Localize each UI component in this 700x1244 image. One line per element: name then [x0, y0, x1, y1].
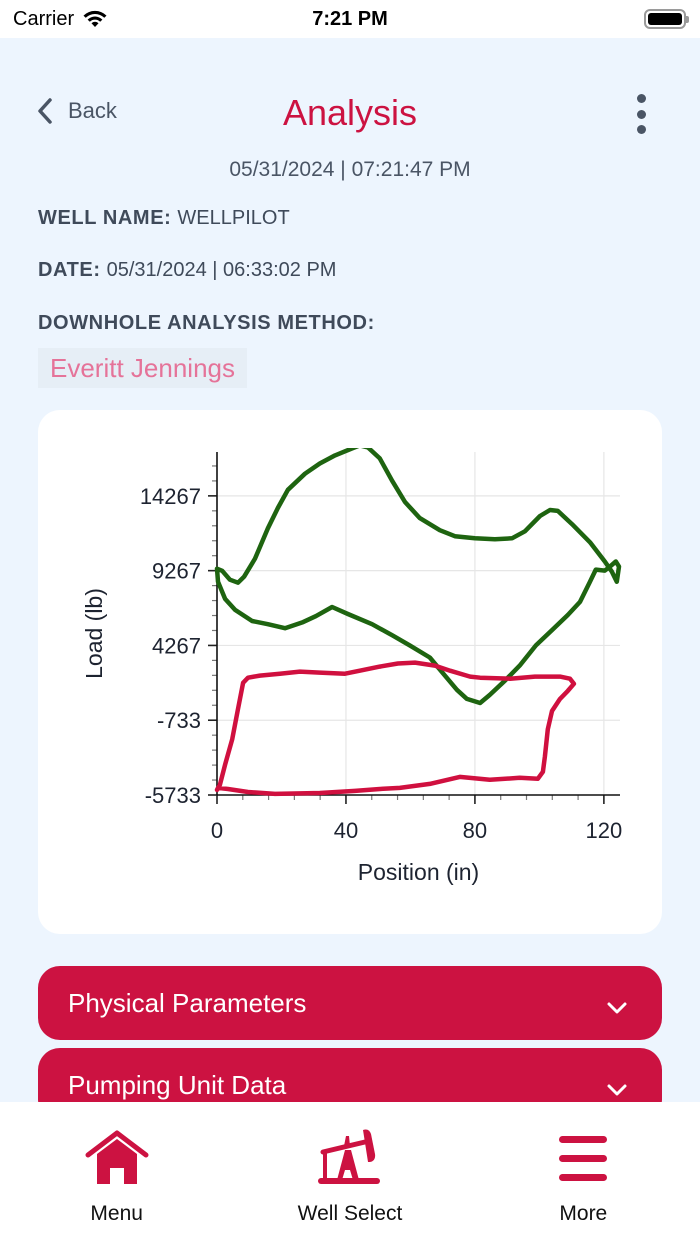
analysis-timestamp: 05/31/2024 | 07:21:47 PM — [229, 158, 471, 181]
home-icon — [85, 1130, 149, 1184]
svg-text:4267: 4267 — [152, 633, 201, 658]
accordion-label: Physical Parameters — [68, 987, 307, 1018]
well-name-value: WELLPILOT — [177, 207, 290, 229]
tab-label: Menu — [90, 1202, 143, 1225]
tab-well-select[interactable]: Well Select — [233, 1102, 466, 1244]
dynamometer-chart: -5733 -733 4267 9267 14267 0 40 80 120 Position (… — [81, 448, 623, 885]
nav-header: Back Analysis — [0, 80, 700, 148]
bottom-tab-bar: Menu Well Select More — [0, 1102, 700, 1244]
svg-text:-5733: -5733 — [145, 783, 201, 808]
status-bar: Carrier 7:21 PM — [0, 0, 700, 38]
wifi-icon — [83, 10, 107, 27]
method-label: DOWNHOLE ANALYSIS METHOD: — [38, 312, 375, 334]
pump-card-series — [214, 660, 577, 797]
chevron-down-icon — [607, 1084, 627, 1096]
dynamometer-chart-card: -5733 -733 4267 9267 14267 0 40 80 120 Position (… — [38, 410, 662, 934]
tab-label: More — [559, 1202, 608, 1225]
svg-text:80: 80 — [463, 818, 487, 843]
svg-text:Load (lb): Load (lb) — [81, 588, 107, 679]
method-value: Everitt Jennings — [38, 348, 247, 388]
well-name-label: WELL NAME: — [38, 207, 172, 229]
battery-icon — [644, 9, 689, 29]
carrier-group: Carrier — [13, 8, 108, 31]
svg-text:120: 120 — [586, 818, 623, 843]
date-label: DATE: — [38, 259, 101, 281]
svg-text:-733: -733 — [157, 708, 201, 733]
well-name-row: WELL NAME: WELLPILOT — [38, 207, 290, 230]
pumpjack-icon — [317, 1129, 380, 1184]
svg-text:0: 0 — [211, 818, 223, 843]
svg-text:14267: 14267 — [140, 484, 201, 509]
chevron-down-icon — [607, 1002, 627, 1014]
svg-text:40: 40 — [334, 818, 358, 843]
back-label: Back — [68, 98, 117, 123]
method-row: DOWNHOLE ANALYSIS METHOD: — [38, 312, 381, 335]
carrier-label: Carrier — [13, 7, 75, 30]
tab-menu[interactable]: Menu — [0, 1102, 233, 1244]
svg-text:9267: 9267 — [152, 559, 201, 584]
kebab-menu-icon[interactable] — [634, 94, 648, 134]
date-row: DATE: 05/31/2024 | 06:33:02 PM — [38, 259, 336, 282]
tab-label: Well Select — [297, 1202, 403, 1225]
chevron-left-icon — [38, 98, 52, 124]
back-button[interactable]: Back — [34, 96, 117, 126]
svg-text:Position (in): Position (in) — [358, 859, 479, 885]
date-value: 05/31/2024 | 06:33:02 PM — [106, 259, 337, 281]
tab-more[interactable]: More — [467, 1102, 700, 1244]
accordion-label: Pumping Unit Data — [68, 1069, 287, 1100]
hamburger-icon — [559, 1136, 608, 1181]
accordion-physical-parameters[interactable]: Physical Parameters — [38, 966, 662, 1040]
surface-card-series — [214, 448, 622, 706]
